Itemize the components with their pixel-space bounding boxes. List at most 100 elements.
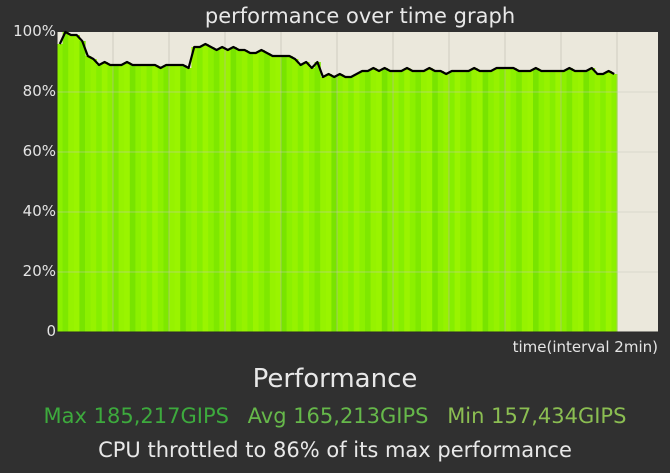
performance-area — [57, 32, 618, 332]
area-column — [331, 77, 338, 332]
area-column — [437, 71, 444, 332]
area-column — [577, 71, 584, 332]
y-tick-label-100: 100% — [13, 22, 56, 40]
area-column — [141, 65, 148, 332]
area-column — [527, 71, 534, 332]
area-column — [538, 71, 545, 332]
area-column — [432, 71, 439, 332]
area-column — [359, 71, 366, 332]
area-column — [96, 65, 103, 332]
area-column — [253, 53, 260, 332]
avg-performance-stat: Avg 165,213GIPS — [247, 404, 429, 428]
area-column — [113, 65, 120, 332]
area-column — [314, 62, 321, 332]
area-column — [521, 71, 528, 332]
area-column — [510, 68, 517, 332]
x-axis-label: time(interval 2min) — [512, 338, 658, 356]
performance-chart — [56, 30, 658, 333]
area-column — [426, 68, 433, 332]
y-tick-label-80: 80% — [22, 82, 56, 100]
area-column — [561, 71, 568, 332]
area-column — [241, 50, 248, 332]
area-column — [337, 74, 344, 332]
area-column — [303, 62, 310, 332]
area-column — [297, 65, 304, 332]
area-column — [421, 71, 428, 332]
area-column — [493, 68, 500, 332]
area-column — [499, 68, 506, 332]
area-column — [213, 50, 220, 332]
area-column — [348, 77, 355, 332]
area-column — [258, 50, 265, 332]
performance-stats: Max 185,217GIPS Avg 165,213GIPS Min 157,… — [0, 404, 670, 428]
area-column — [68, 35, 75, 332]
area-column — [488, 71, 495, 332]
area-column — [482, 71, 489, 332]
area-column — [197, 47, 204, 332]
area-column — [202, 44, 209, 332]
area-column — [264, 53, 271, 332]
area-column — [230, 47, 237, 332]
area-column — [404, 68, 411, 332]
area-column — [152, 65, 159, 332]
area-column — [325, 74, 332, 332]
performance-heading: Performance — [252, 364, 418, 394]
area-column — [157, 68, 164, 332]
area-column — [107, 65, 114, 332]
min-performance-stat: Min 157,434GIPS — [447, 404, 627, 428]
area-column — [73, 35, 80, 332]
area-column — [129, 65, 136, 332]
area-column — [589, 68, 596, 332]
performance-line — [58, 30, 615, 79]
area-column — [275, 56, 282, 332]
area-column — [533, 68, 540, 332]
area-column — [409, 71, 416, 332]
area-column — [594, 74, 601, 332]
area-column — [549, 71, 556, 332]
area-column — [566, 68, 573, 332]
area-column — [516, 71, 523, 332]
area-column — [611, 74, 618, 332]
area-column — [185, 68, 192, 332]
area-column — [544, 71, 551, 332]
area-column — [443, 74, 450, 332]
throttle-summary: CPU throttled to 86% of its max performa… — [98, 438, 572, 462]
area-column — [269, 56, 276, 332]
area-column — [286, 56, 293, 332]
area-column — [90, 59, 97, 332]
area-column — [292, 59, 299, 332]
area-column — [79, 41, 86, 332]
area-column — [505, 68, 512, 332]
area-column — [471, 68, 478, 332]
area-column — [477, 71, 484, 332]
area-column — [219, 47, 226, 332]
area-column — [169, 65, 176, 332]
area-column — [387, 71, 394, 332]
y-tick-label-60: 60% — [22, 142, 56, 160]
horizontal-gridlines — [57, 91, 658, 273]
area-column — [281, 56, 288, 332]
area-column — [365, 71, 372, 332]
area-column — [57, 44, 64, 332]
area-column — [381, 68, 388, 332]
area-column — [225, 50, 232, 332]
area-column — [101, 62, 108, 332]
area-column — [449, 71, 456, 332]
performance-line-layer — [58, 30, 615, 79]
area-column — [124, 62, 131, 332]
area-column — [236, 50, 243, 332]
area-column — [309, 68, 316, 332]
y-tick-label-40: 40% — [22, 202, 56, 220]
area-column — [191, 47, 198, 332]
area-column — [118, 65, 125, 332]
graph-title: performance over time graph — [204, 4, 516, 28]
area-column — [320, 77, 327, 332]
area-column — [135, 65, 142, 332]
area-column — [180, 65, 187, 332]
area-column — [600, 74, 607, 332]
area-column — [208, 47, 215, 332]
area-column — [174, 65, 181, 332]
area-column — [353, 74, 360, 332]
area-column — [605, 71, 612, 332]
area-column — [555, 71, 562, 332]
